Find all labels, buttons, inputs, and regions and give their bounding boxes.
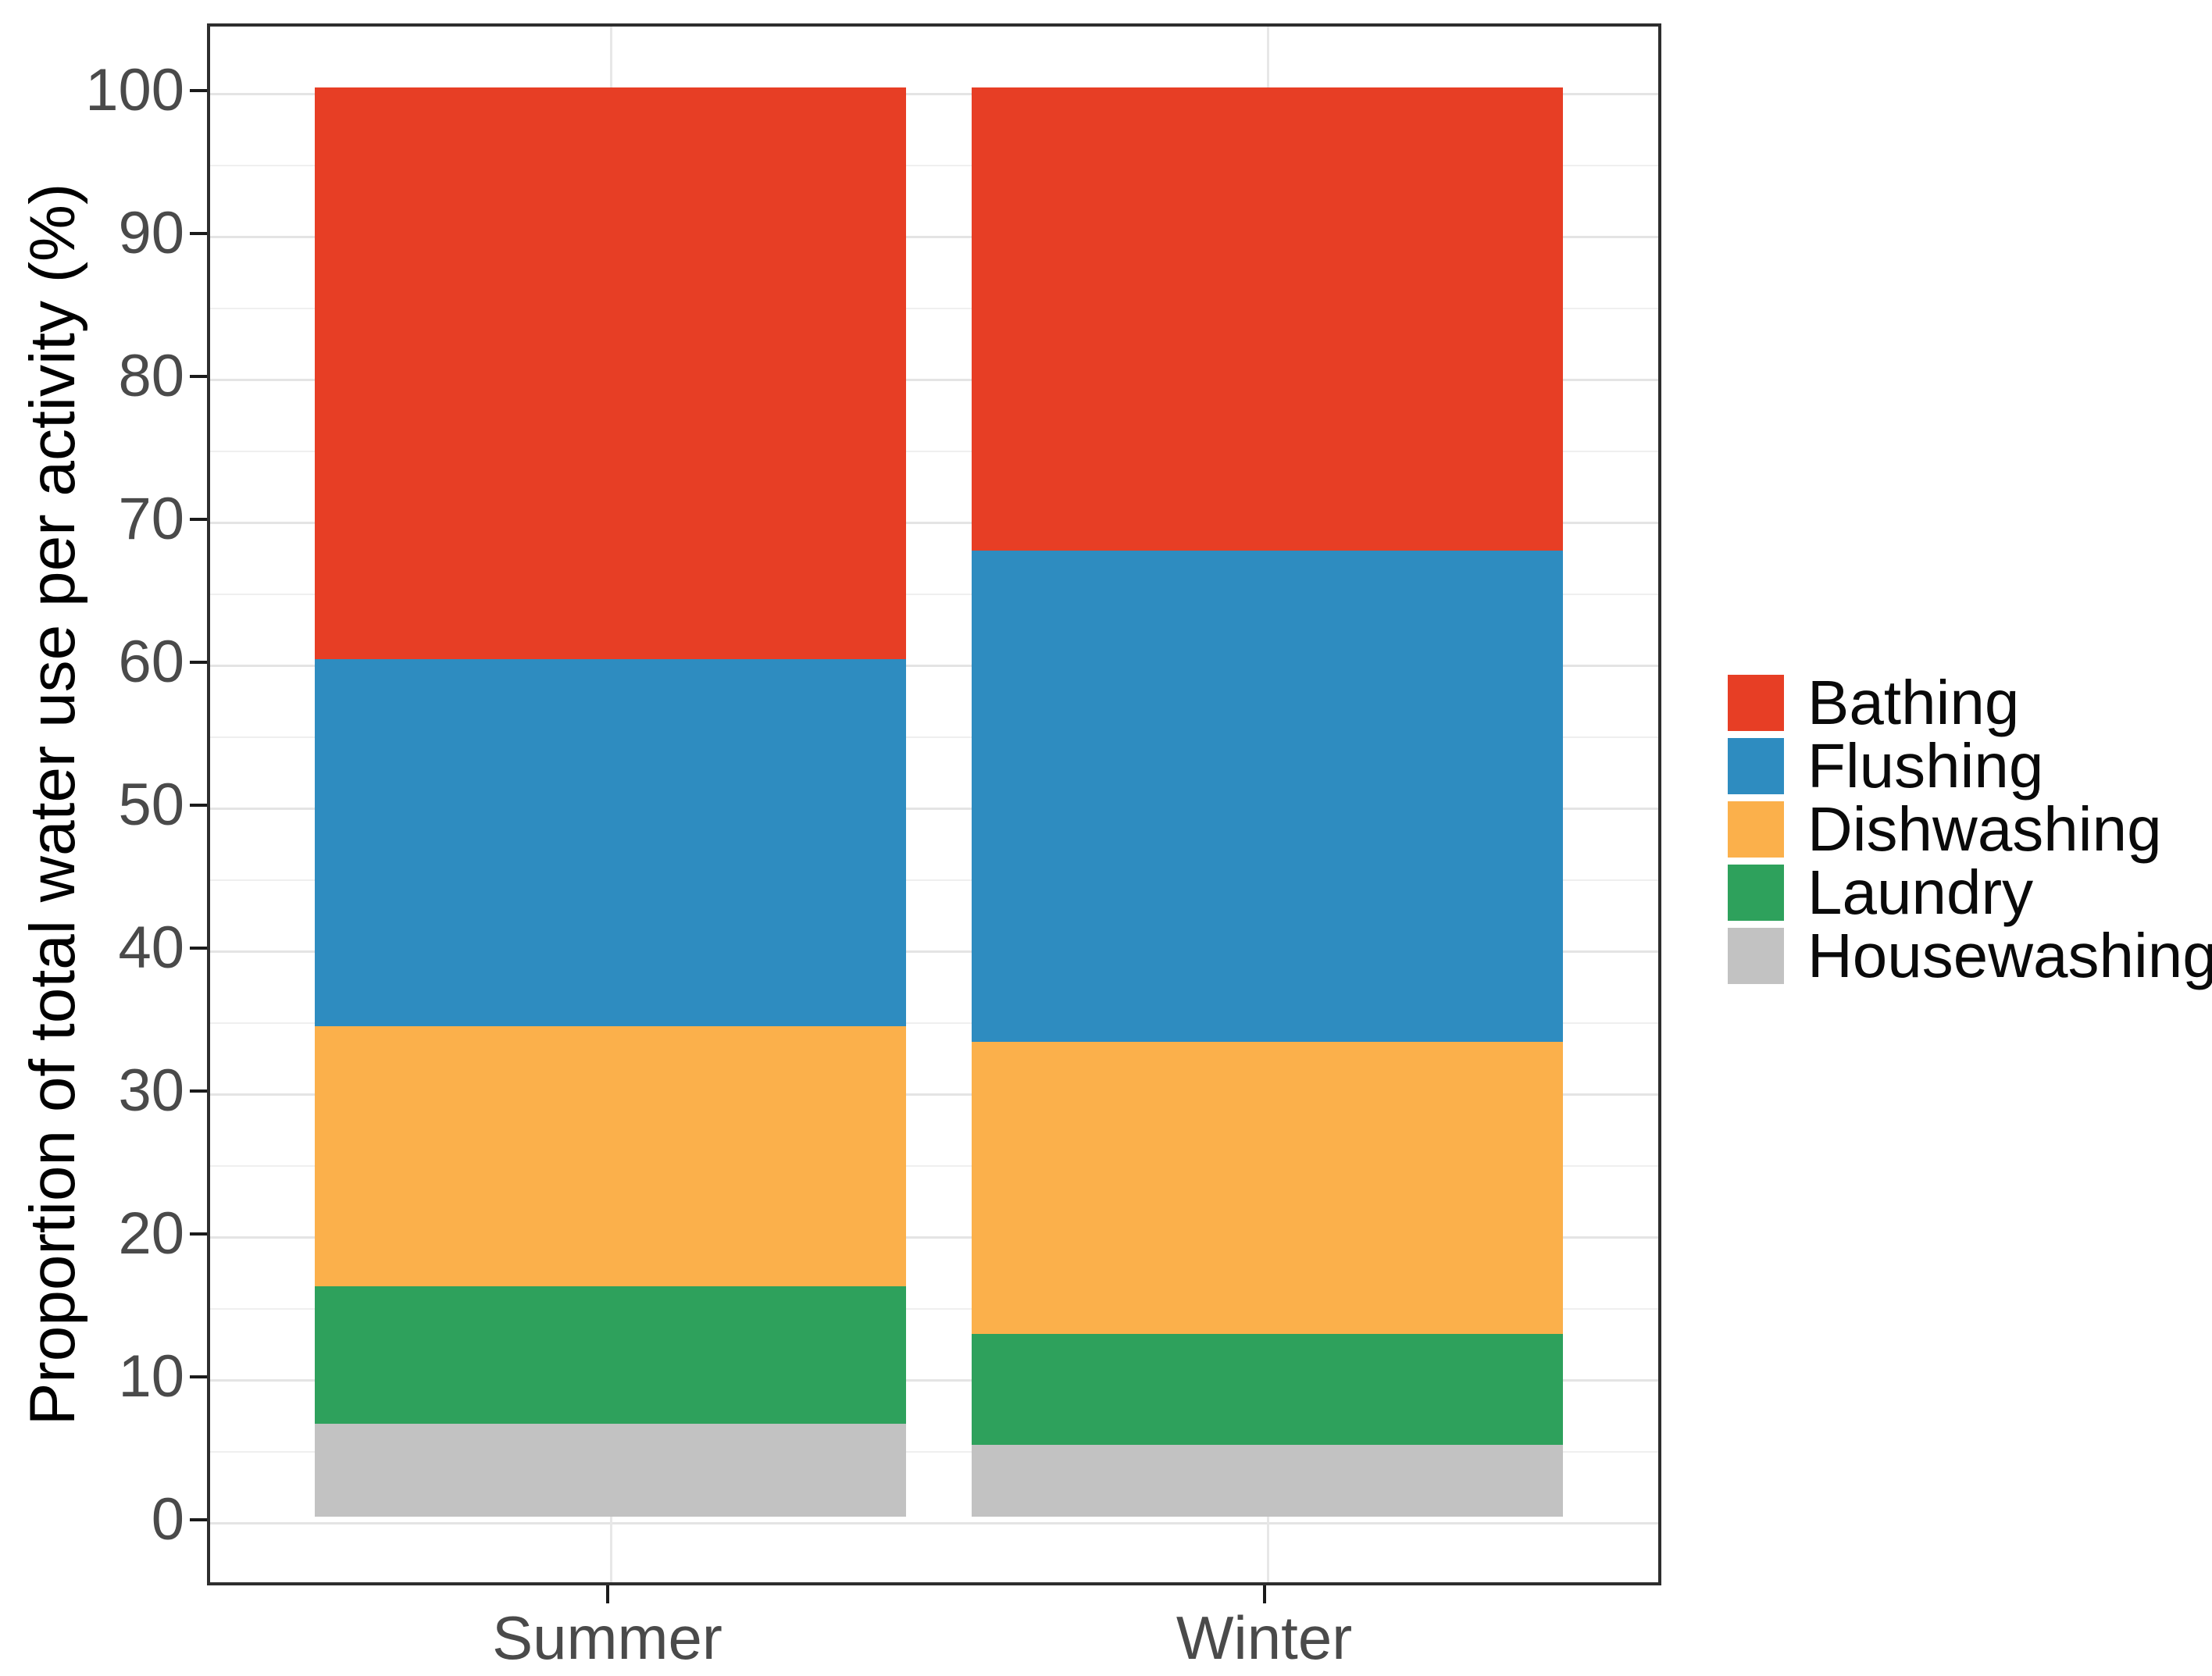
gridline-major [210, 379, 1658, 381]
legend-item-housewashing: Housewashing [1728, 921, 2212, 990]
y-tick-mark [190, 375, 207, 378]
y-tick-label: 0 [151, 1486, 184, 1553]
y-tick-label: 40 [118, 915, 184, 981]
y-tick-label: 30 [118, 1057, 184, 1124]
legend-swatch-icon [1728, 675, 1784, 731]
y-tick-label: 60 [118, 629, 184, 695]
legend-swatch-icon [1728, 865, 1784, 921]
bar-segment-winter-laundry [972, 1333, 1563, 1446]
y-tick-label: 80 [118, 343, 184, 409]
bar-segment-summer-bathing [315, 87, 906, 659]
gridline-minor [210, 450, 1658, 452]
legend-label: Flushing [1807, 731, 2044, 801]
gridline-minor [210, 736, 1658, 738]
y-tick-label: 20 [118, 1200, 184, 1267]
legend-label: Housewashing [1807, 921, 2212, 990]
legend-swatch-icon [1728, 801, 1784, 858]
y-tick-mark [190, 661, 207, 664]
y-tick-mark [190, 518, 207, 521]
y-tick-label: 50 [118, 772, 184, 838]
y-tick-mark [190, 89, 207, 92]
bar-segment-summer-laundry [315, 1286, 906, 1425]
gridline-minor [210, 1307, 1658, 1310]
gridline-major [210, 522, 1658, 524]
bar-segment-winter-housewashing [972, 1445, 1563, 1517]
x-category-label-summer: Summer [492, 1603, 722, 1672]
bar-summer [315, 87, 906, 1517]
gridline-minor [210, 593, 1658, 595]
gridline-major [210, 1236, 1658, 1239]
gridline-minor [210, 879, 1658, 881]
gridline-major [210, 808, 1658, 810]
gridline-minor [210, 164, 1658, 166]
bar-winter [972, 87, 1563, 1517]
bar-segment-summer-housewashing [315, 1424, 906, 1517]
gridline-minor [210, 307, 1658, 309]
legend-item-laundry: Laundry [1728, 858, 2212, 927]
bar-segment-summer-dishwashing [315, 1026, 906, 1287]
y-tick-label: 70 [118, 486, 184, 552]
legend-swatch-icon [1728, 738, 1784, 794]
y-tick-mark [190, 1375, 207, 1378]
gridline-minor [210, 1164, 1658, 1167]
y-tick-mark [190, 232, 207, 235]
gridline-major [210, 950, 1658, 953]
gridline-major [210, 1093, 1658, 1096]
y-tick-label: 100 [85, 57, 184, 123]
y-tick-mark [190, 947, 207, 950]
y-tick-label: 10 [118, 1343, 184, 1410]
legend-item-dishwashing: Dishwashing [1728, 794, 2212, 864]
bar-segment-winter-flushing [972, 550, 1563, 1043]
legend-label: Bathing [1807, 668, 2020, 737]
gridline-major [210, 665, 1658, 667]
legend-label: Laundry [1807, 858, 2034, 927]
x-tick-mark [605, 1585, 609, 1603]
legend-item-flushing: Flushing [1728, 731, 2212, 801]
bar-segment-winter-dishwashing [972, 1042, 1563, 1334]
legend: Bathing Flushing Dishwashing Laundry Housewa… [1728, 668, 2212, 990]
y-tick-mark [190, 1232, 207, 1236]
legend-item-bathing: Bathing [1728, 668, 2212, 737]
legend-label: Dishwashing [1807, 794, 2162, 864]
x-tick-mark [1262, 1585, 1266, 1603]
x-category-label-winter: Winter [1176, 1603, 1353, 1672]
bar-segment-summer-flushing [315, 659, 906, 1027]
gridline-major [210, 1379, 1658, 1382]
y-tick-mark [190, 1518, 207, 1521]
gridline-major [210, 236, 1658, 238]
gridline-minor [210, 1450, 1658, 1453]
gridline-major [210, 1522, 1658, 1524]
y-tick-mark [190, 1089, 207, 1093]
bar-segment-winter-bathing [972, 87, 1563, 551]
legend-swatch-icon [1728, 928, 1784, 984]
gridline-minor [210, 1022, 1658, 1024]
y-tick-mark [190, 804, 207, 807]
y-tick-label: 90 [118, 200, 184, 266]
gridline-major [210, 93, 1658, 95]
plot-panel [207, 23, 1661, 1585]
